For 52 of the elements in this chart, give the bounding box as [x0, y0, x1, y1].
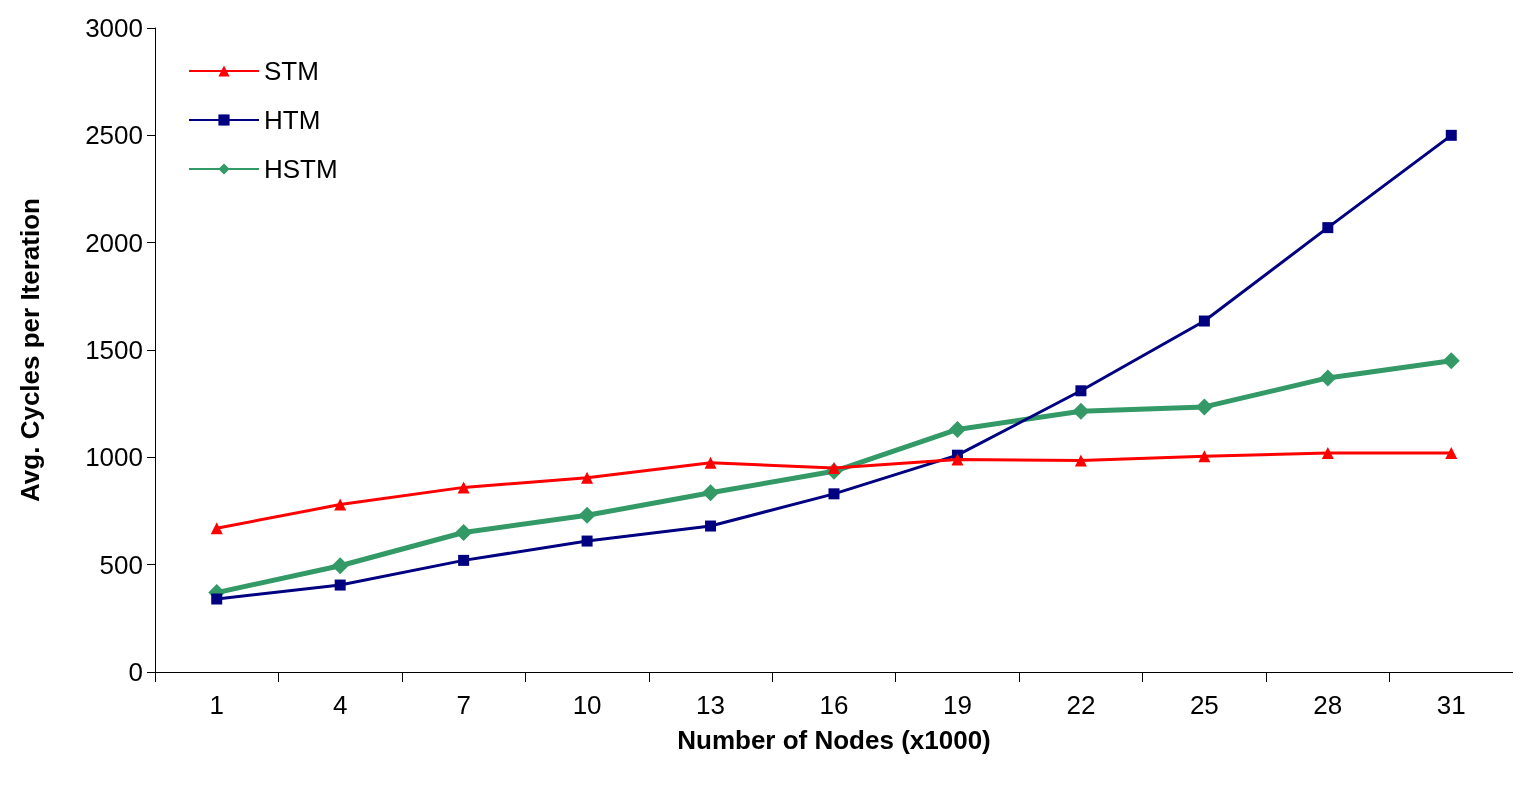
point: [1319, 369, 1337, 387]
y-tick-label: 3000: [85, 13, 143, 43]
x-tick-label: 28: [1313, 690, 1343, 720]
point: [702, 484, 720, 502]
point: [334, 498, 347, 511]
point: [1322, 222, 1334, 234]
y-axis-title: Avg. Cycles per Iteration: [15, 198, 45, 502]
point: [581, 471, 594, 484]
x-axis-title: Number of Nodes (x1000): [677, 725, 991, 755]
point: [1075, 385, 1087, 397]
point: [1074, 454, 1087, 467]
point: [948, 420, 966, 438]
x-tick-label: 7: [456, 690, 471, 720]
point: [828, 462, 840, 475]
x-tick-label: 19: [942, 690, 972, 720]
legend-label: HSTM: [264, 154, 338, 184]
y-tick-label: 1500: [85, 335, 143, 365]
point: [951, 453, 964, 466]
point: [705, 520, 717, 532]
y-tick-label: 2000: [85, 227, 143, 258]
point: [210, 522, 223, 535]
x-tick-label: 10: [572, 690, 602, 720]
point: [458, 554, 470, 566]
y-tick-label: 0: [128, 657, 143, 687]
point: [578, 506, 596, 524]
x-tick-label: 25: [1189, 690, 1219, 720]
point: [1321, 447, 1334, 460]
legend-label: STM: [264, 56, 319, 86]
point: [334, 579, 346, 591]
point: [1198, 450, 1211, 463]
point: [581, 535, 593, 547]
point: [704, 456, 717, 469]
point: [211, 593, 223, 605]
x-tick-label: 31: [1436, 690, 1466, 720]
point: [1445, 447, 1458, 460]
x-tick-label: 16: [819, 690, 849, 720]
x-tick-label: 13: [696, 690, 726, 720]
x-tick-label: 4: [332, 690, 348, 720]
y-tick-label: 2500: [85, 120, 143, 151]
y-tick-label: 500: [99, 549, 143, 580]
y-tick-label: 1000: [85, 442, 143, 473]
point: [1198, 315, 1210, 327]
x-tick-label: 1: [209, 690, 224, 720]
legend-label: HTM: [264, 105, 321, 135]
x-tick-label: 22: [1066, 690, 1096, 720]
point: [331, 557, 349, 575]
point: [1445, 129, 1457, 141]
point: [457, 481, 470, 494]
point: [1442, 352, 1460, 370]
point: [828, 488, 840, 500]
point: [455, 523, 473, 541]
point: [1072, 402, 1090, 420]
